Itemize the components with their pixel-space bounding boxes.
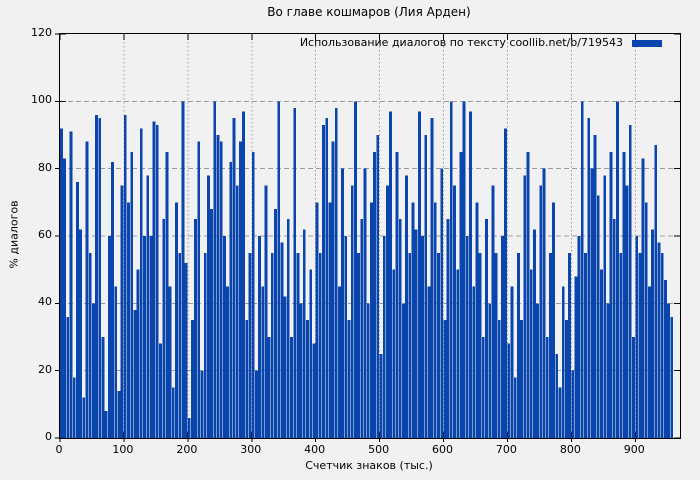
y-tick-label: 0 [45, 430, 52, 443]
y-tick-label: 60 [38, 228, 52, 241]
x-tick-label: 500 [368, 443, 390, 456]
y-tick-label: 100 [31, 93, 52, 107]
x-tick-label: 400 [304, 443, 326, 456]
x-tick-label: 700 [495, 443, 517, 456]
y-tick-label: 20 [38, 362, 52, 376]
x-tick-label: 0 [55, 443, 63, 456]
plot-area [55, 33, 681, 442]
y-tick-label: 120 [31, 26, 52, 39]
legend-label: Использование диалогов по тексту coollib… [299, 36, 623, 49]
x-tick-label: 300 [240, 443, 262, 456]
y-tick-label: 40 [38, 295, 52, 309]
bars-plot [55, 33, 680, 442]
legend-swatch [632, 39, 662, 47]
x-tick-label: 600 [432, 443, 453, 456]
x-axis-label: Счетчик знаков (тыс.) [305, 459, 433, 472]
y-axis-label: % диалогов [7, 200, 21, 269]
legend: Использование диалогов по тексту coollib… [300, 36, 662, 50]
x-tick-label: 900 [623, 443, 645, 456]
x-tick-label: 200 [176, 443, 198, 456]
chart-title: Во главе кошмаров (Лия Арден) [267, 5, 471, 19]
x-tick-label: 800 [559, 443, 581, 456]
y-tick-label: 80 [38, 160, 52, 174]
x-tick-label: 100 [112, 443, 134, 456]
